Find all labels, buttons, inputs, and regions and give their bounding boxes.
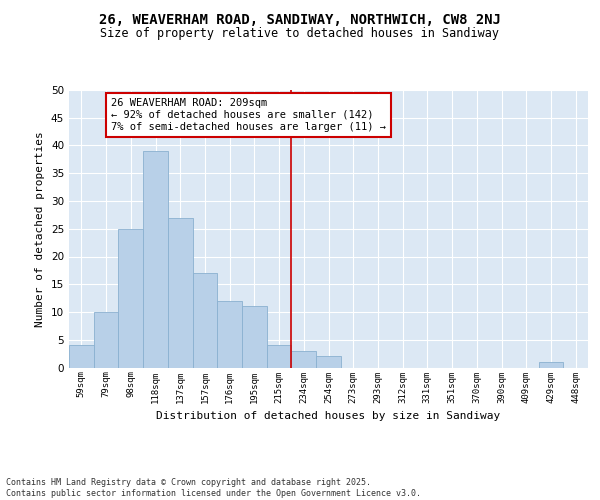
Bar xyxy=(94,312,118,368)
X-axis label: Distribution of detached houses by size in Sandiway: Distribution of detached houses by size … xyxy=(157,411,500,421)
Bar xyxy=(143,151,168,368)
Bar xyxy=(267,346,292,368)
Text: 26 WEAVERHAM ROAD: 209sqm
← 92% of detached houses are smaller (142)
7% of semi-: 26 WEAVERHAM ROAD: 209sqm ← 92% of detac… xyxy=(111,98,386,132)
Bar xyxy=(316,356,341,368)
Bar xyxy=(292,351,316,368)
Y-axis label: Number of detached properties: Number of detached properties xyxy=(35,131,46,326)
Text: Size of property relative to detached houses in Sandiway: Size of property relative to detached ho… xyxy=(101,28,499,40)
Text: Contains HM Land Registry data © Crown copyright and database right 2025.
Contai: Contains HM Land Registry data © Crown c… xyxy=(6,478,421,498)
Text: 26, WEAVERHAM ROAD, SANDIWAY, NORTHWICH, CW8 2NJ: 26, WEAVERHAM ROAD, SANDIWAY, NORTHWICH,… xyxy=(99,12,501,26)
Bar xyxy=(168,218,193,368)
Bar xyxy=(242,306,267,368)
Bar xyxy=(539,362,563,368)
Bar xyxy=(118,229,143,368)
Bar xyxy=(69,346,94,368)
Bar xyxy=(217,301,242,368)
Bar xyxy=(193,273,217,368)
